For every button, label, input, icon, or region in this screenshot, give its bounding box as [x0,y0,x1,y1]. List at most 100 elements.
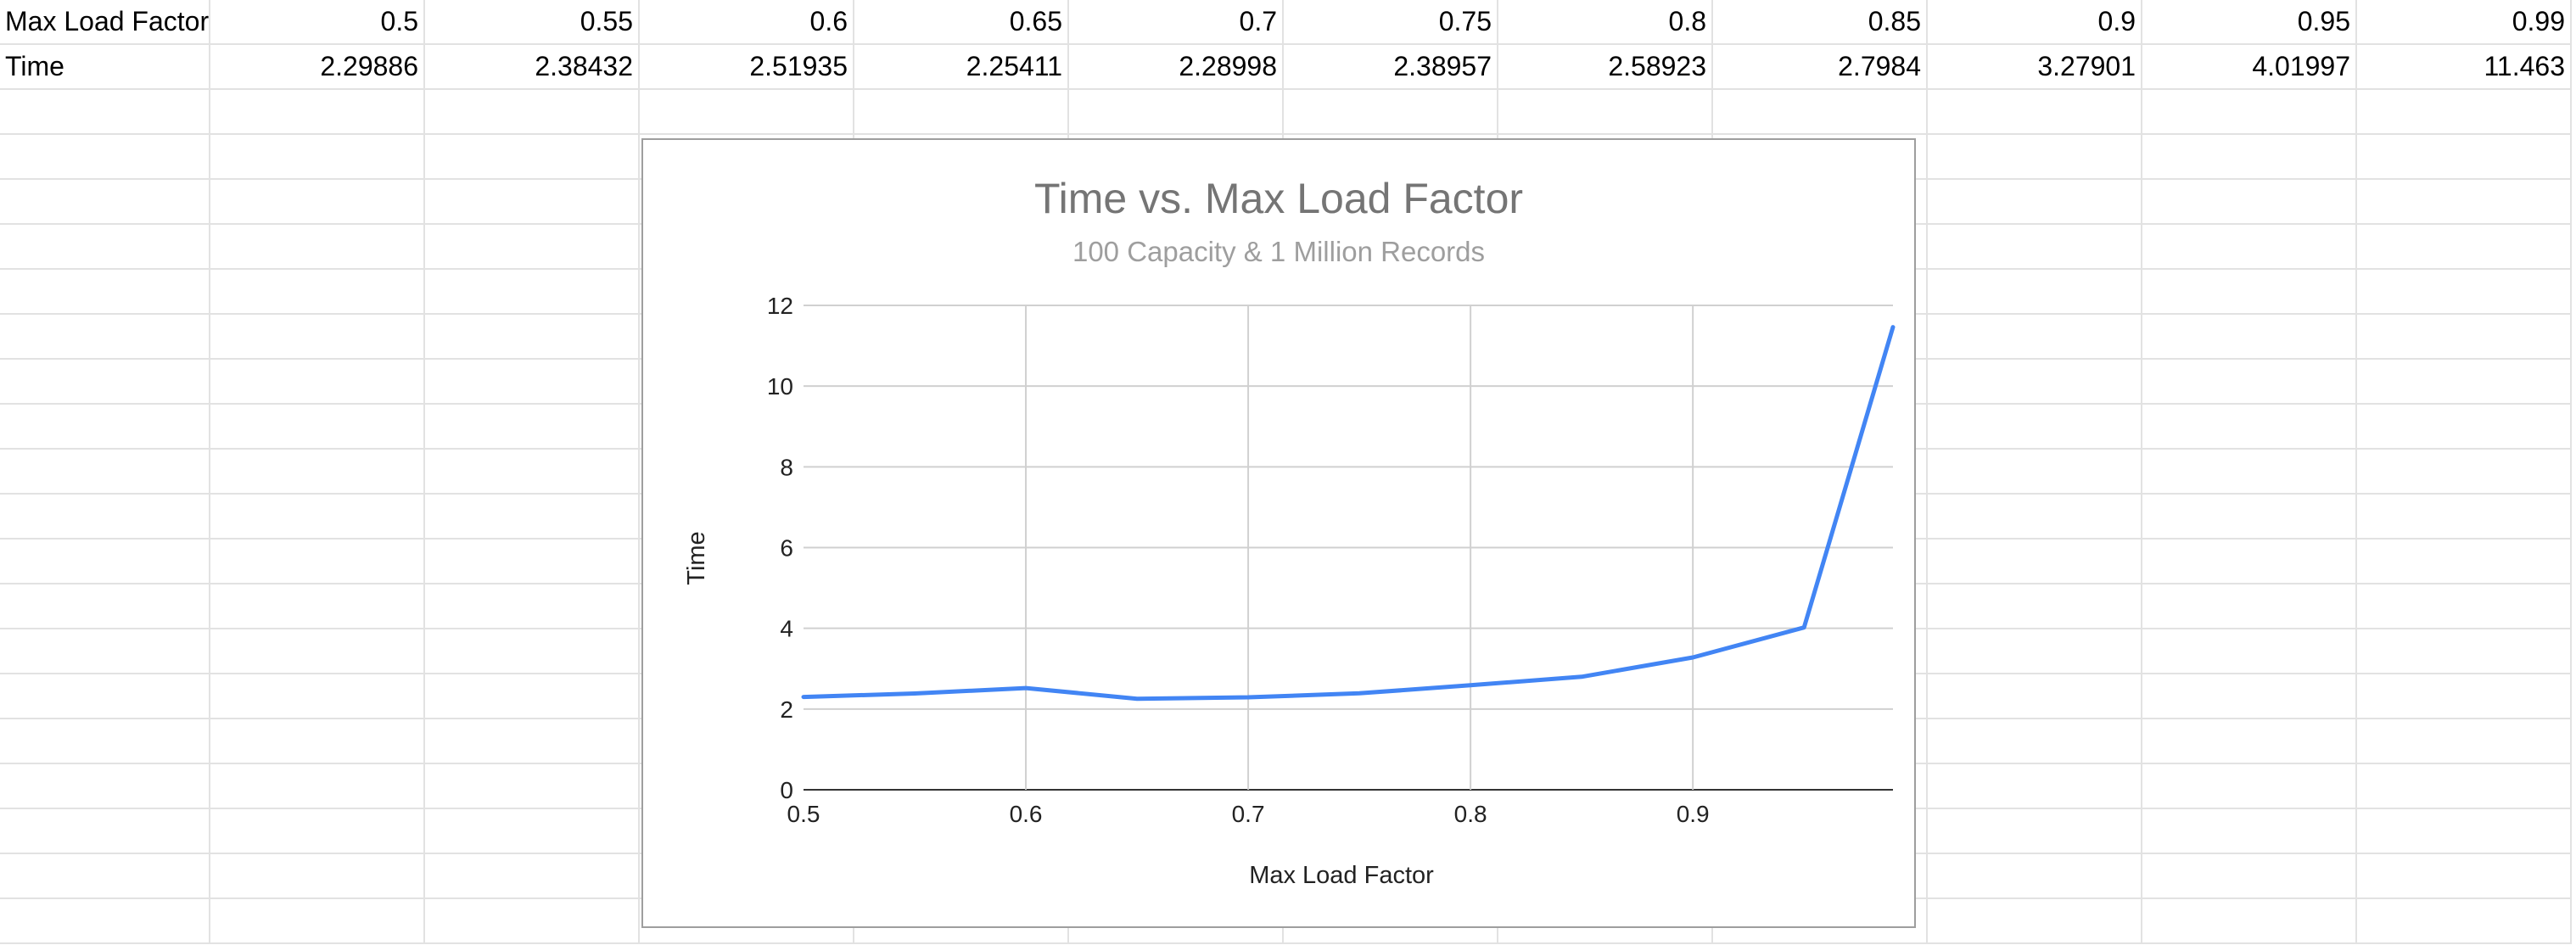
empty-cell[interactable] [0,899,210,944]
empty-cell[interactable] [2357,719,2572,764]
empty-cell[interactable] [210,450,425,495]
empty-cell[interactable] [640,90,854,135]
empty-cell[interactable] [425,135,640,180]
empty-cell[interactable] [2142,180,2357,225]
value-cell[interactable]: 2.29886 [210,45,425,90]
empty-cell[interactable] [2142,360,2357,405]
empty-cell[interactable] [425,809,640,854]
empty-cell[interactable] [210,674,425,719]
empty-cell[interactable] [210,315,425,360]
empty-cell[interactable] [0,90,210,135]
empty-cell[interactable] [2142,90,2357,135]
value-cell[interactable]: 0.65 [854,0,1069,45]
empty-cell[interactable] [0,674,210,719]
empty-cell[interactable] [425,584,640,629]
empty-cell[interactable] [1928,405,2142,450]
empty-cell[interactable] [425,225,640,270]
value-cell[interactable]: 0.85 [1713,0,1928,45]
empty-cell[interactable] [425,450,640,495]
value-cell[interactable]: 0.7 [1069,0,1284,45]
empty-cell[interactable] [425,90,640,135]
empty-cell[interactable] [0,225,210,270]
empty-cell[interactable] [425,899,640,944]
empty-cell[interactable] [1928,270,2142,315]
empty-cell[interactable] [2357,674,2572,719]
empty-cell[interactable] [425,854,640,899]
value-cell[interactable]: 2.7984 [1713,45,1928,90]
empty-cell[interactable] [1928,450,2142,495]
empty-cell[interactable] [1928,90,2142,135]
empty-cell[interactable] [0,450,210,495]
empty-cell[interactable] [210,270,425,315]
empty-cell[interactable] [2142,405,2357,450]
empty-cell[interactable] [0,854,210,899]
empty-cell[interactable] [0,495,210,540]
empty-cell[interactable] [2142,450,2357,495]
empty-cell[interactable] [210,495,425,540]
empty-cell[interactable] [1284,90,1498,135]
empty-cell[interactable] [1928,584,2142,629]
empty-cell[interactable] [1713,899,1928,944]
empty-cell[interactable] [2142,629,2357,674]
empty-cell[interactable] [2357,270,2572,315]
empty-cell[interactable] [2357,450,2572,495]
value-cell[interactable]: 2.51935 [640,45,854,90]
value-cell[interactable]: 2.38432 [425,45,640,90]
empty-cell[interactable] [1498,90,1713,135]
empty-cell[interactable] [0,540,210,584]
value-cell[interactable]: 0.6 [640,0,854,45]
empty-cell[interactable] [2357,180,2572,225]
empty-cell[interactable] [2142,495,2357,540]
empty-cell[interactable] [854,90,1069,135]
empty-cell[interactable] [210,90,425,135]
empty-cell[interactable] [1069,90,1284,135]
empty-cell[interactable] [0,584,210,629]
empty-cell[interactable] [210,135,425,180]
empty-cell[interactable] [2357,135,2572,180]
empty-cell[interactable] [2357,360,2572,405]
empty-cell[interactable] [1928,809,2142,854]
empty-cell[interactable] [2142,764,2357,809]
empty-cell[interactable] [2357,90,2572,135]
value-cell[interactable]: 0.75 [1284,0,1498,45]
empty-cell[interactable] [210,405,425,450]
empty-cell[interactable] [2357,854,2572,899]
empty-cell[interactable] [210,360,425,405]
value-cell[interactable]: 0.5 [210,0,425,45]
empty-cell[interactable] [210,809,425,854]
empty-cell[interactable] [210,719,425,764]
empty-cell[interactable] [425,405,640,450]
empty-cell[interactable] [0,180,210,225]
empty-cell[interactable] [2142,899,2357,944]
empty-cell[interactable] [2357,405,2572,450]
empty-cell[interactable] [1928,719,2142,764]
empty-cell[interactable] [2142,809,2357,854]
empty-cell[interactable] [0,360,210,405]
empty-cell[interactable] [2142,315,2357,360]
empty-cell[interactable] [425,540,640,584]
empty-cell[interactable] [1928,854,2142,899]
empty-cell[interactable] [1928,225,2142,270]
value-cell[interactable]: 2.28998 [1069,45,1284,90]
value-cell[interactable]: 2.25411 [854,45,1069,90]
empty-cell[interactable] [2142,584,2357,629]
empty-cell[interactable] [0,270,210,315]
empty-cell[interactable] [2142,719,2357,764]
row-label-cell[interactable]: Time [0,45,210,90]
value-cell[interactable]: 4.01997 [2142,45,2357,90]
empty-cell[interactable] [425,180,640,225]
value-cell[interactable]: 0.95 [2142,0,2357,45]
empty-cell[interactable] [2142,854,2357,899]
value-cell[interactable]: 3.27901 [1928,45,2142,90]
empty-cell[interactable] [0,719,210,764]
empty-cell[interactable] [425,629,640,674]
empty-cell[interactable] [0,764,210,809]
value-cell[interactable]: 2.38957 [1284,45,1498,90]
empty-cell[interactable] [210,540,425,584]
empty-cell[interactable] [210,764,425,809]
value-cell[interactable]: 0.55 [425,0,640,45]
value-cell[interactable]: 2.58923 [1498,45,1713,90]
empty-cell[interactable] [1928,899,2142,944]
empty-cell[interactable] [1928,674,2142,719]
empty-cell[interactable] [2357,540,2572,584]
